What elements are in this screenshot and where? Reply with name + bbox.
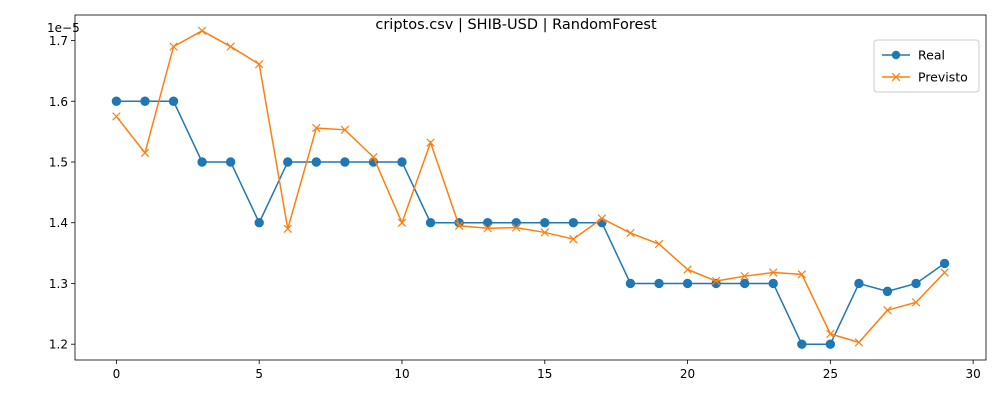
legend-marker xyxy=(891,72,901,82)
legend-label: Real xyxy=(918,48,945,63)
data-point xyxy=(112,112,121,121)
data-point xyxy=(882,286,893,297)
x-tick-label: 20 xyxy=(680,367,695,381)
x-tick-label: 10 xyxy=(394,367,409,381)
data-point xyxy=(911,278,921,289)
data-point xyxy=(797,270,807,279)
data-point xyxy=(312,123,321,133)
legend-marker xyxy=(891,50,901,60)
series-layer xyxy=(111,26,950,349)
data-point xyxy=(168,96,179,106)
series-real xyxy=(111,96,950,349)
data-point xyxy=(283,157,293,167)
y-tick-label: 1.2 xyxy=(49,338,68,352)
data-point xyxy=(511,223,521,232)
data-point xyxy=(682,278,693,289)
plot-area xyxy=(74,14,987,361)
data-point xyxy=(140,148,150,158)
series-line xyxy=(115,29,946,344)
y-offset-text: 1e−5 xyxy=(47,21,80,35)
data-point xyxy=(739,278,750,289)
data-point xyxy=(769,268,778,277)
series-previsto xyxy=(112,26,949,347)
data-point xyxy=(226,42,235,51)
data-point xyxy=(911,298,921,307)
x-tick-label: 15 xyxy=(537,367,552,381)
data-point xyxy=(597,214,607,223)
data-point xyxy=(825,339,836,349)
x-tick-label: 30 xyxy=(966,367,981,381)
data-point xyxy=(482,218,493,228)
data-point xyxy=(854,278,864,289)
data-point xyxy=(454,221,464,230)
series-line xyxy=(116,100,946,345)
data-point xyxy=(883,305,892,315)
data-point xyxy=(511,218,521,228)
legend: Real Previsto xyxy=(873,39,980,93)
data-point xyxy=(426,138,435,147)
legend-entry: Real xyxy=(882,48,945,63)
data-point xyxy=(369,152,378,162)
data-point xyxy=(940,268,949,277)
data-point xyxy=(311,157,322,167)
data-point xyxy=(169,42,178,51)
data-point xyxy=(768,278,778,289)
data-point xyxy=(540,228,550,237)
data-point xyxy=(625,278,636,289)
data-point xyxy=(939,258,950,269)
y-tick-label: 1.6 xyxy=(49,95,68,109)
data-point xyxy=(568,218,579,228)
data-point xyxy=(225,157,236,167)
x-tick-label: 5 xyxy=(255,367,263,381)
plot-frame xyxy=(74,14,987,361)
x-axis: 0 5 10 15 20 25 30 xyxy=(113,360,981,381)
y-axis: 1.2 1.3 1.4 1.5 1.6 1.7 xyxy=(49,34,75,352)
data-point xyxy=(797,339,807,349)
data-point xyxy=(569,234,578,244)
data-point xyxy=(111,96,122,106)
data-point xyxy=(397,218,407,227)
data-point xyxy=(711,276,721,286)
legend-label: Previsto xyxy=(918,70,968,85)
data-point xyxy=(683,265,692,274)
x-tick-label: 25 xyxy=(823,367,838,381)
x-tick-label: 0 xyxy=(113,367,121,381)
chart-title: criptos.csv | SHIB-USD | RandomForest xyxy=(375,17,657,33)
data-point xyxy=(340,157,350,167)
data-point xyxy=(483,223,492,233)
data-point xyxy=(197,157,207,167)
y-tick-label: 1.3 xyxy=(49,277,68,291)
data-point xyxy=(254,218,264,228)
data-point xyxy=(826,329,835,339)
data-point xyxy=(340,125,350,135)
data-point xyxy=(283,224,292,234)
data-point xyxy=(626,228,635,238)
legend-frame xyxy=(873,39,980,93)
data-point xyxy=(397,157,407,167)
data-point xyxy=(740,271,749,281)
y-tick-label: 1.7 xyxy=(49,34,68,48)
y-tick-label: 1.4 xyxy=(49,216,68,230)
y-tick-label: 1.5 xyxy=(49,155,68,169)
data-point xyxy=(254,59,264,69)
data-point xyxy=(654,239,664,249)
data-point xyxy=(140,96,150,106)
data-point xyxy=(197,26,207,36)
legend-entry: Previsto xyxy=(882,70,968,85)
data-point xyxy=(540,218,550,228)
data-point xyxy=(425,218,436,228)
data-point xyxy=(654,278,664,289)
data-point xyxy=(854,338,864,347)
